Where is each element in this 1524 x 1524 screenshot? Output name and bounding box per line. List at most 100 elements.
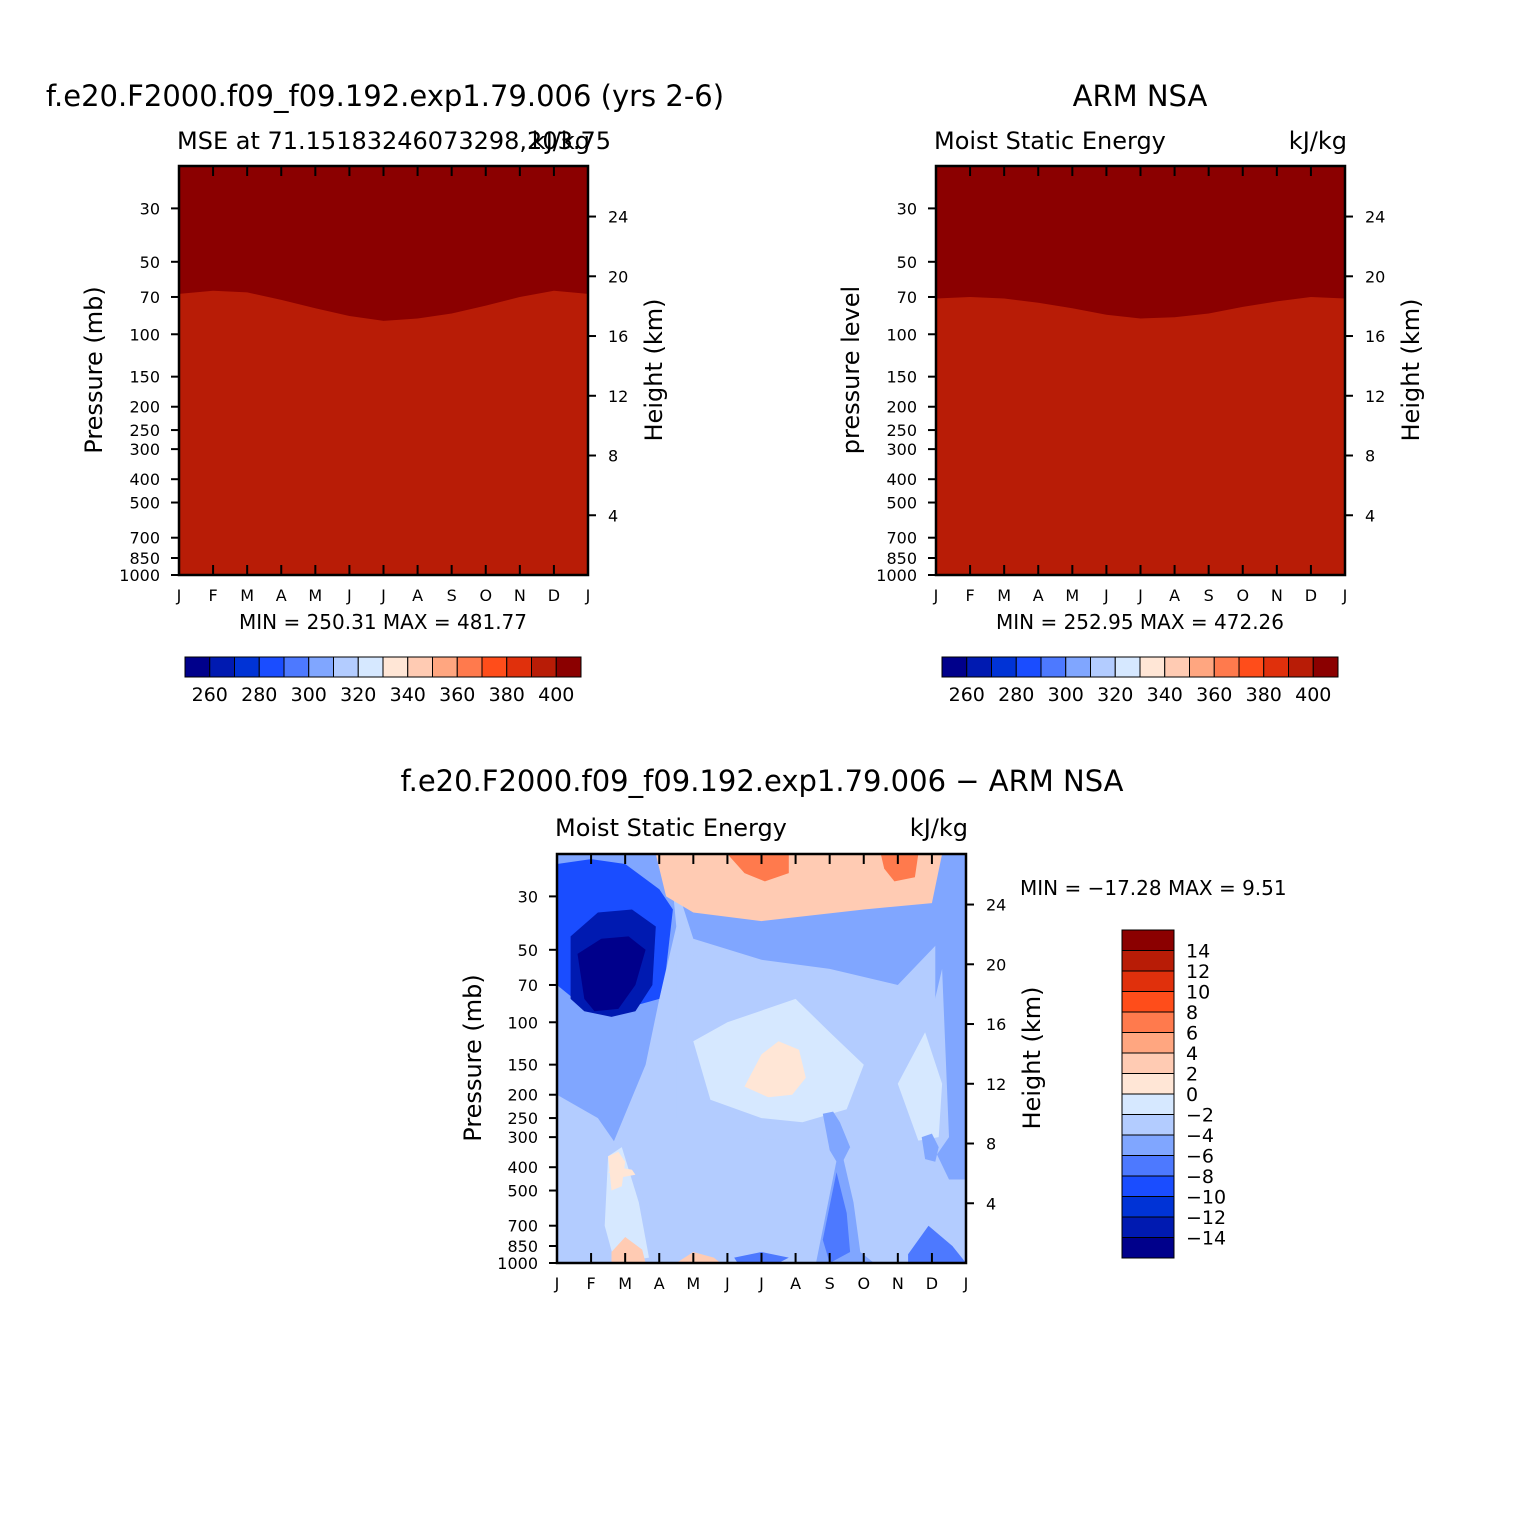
colorbar-swatch <box>258 656 285 678</box>
y-tick-label: 400 <box>129 470 160 489</box>
y-tick-right-label: 4 <box>608 506 618 525</box>
colorbar-swatch <box>234 656 260 678</box>
colorbar-label: 380 <box>1246 684 1282 706</box>
y-tick-right-label: 12 <box>986 1075 1006 1094</box>
panel-model-right-label: kJ/kg <box>532 127 590 155</box>
colorbar-swatch <box>1312 656 1339 678</box>
x-tick-label: N <box>514 586 526 605</box>
x-tick-label: J <box>1342 586 1348 605</box>
contour-band <box>577 936 646 1012</box>
x-tick-label: S <box>825 1274 835 1293</box>
y-tick-right-label: 8 <box>1365 447 1375 466</box>
x-tick-label: S <box>1204 586 1214 605</box>
colorbar-swatch <box>531 656 557 678</box>
x-tick-label: M <box>308 586 322 605</box>
colorbar-swatch <box>966 656 992 678</box>
colorbar-label: −14 <box>1186 1228 1226 1250</box>
x-tick-label: F <box>208 586 217 605</box>
colorbar-swatch <box>555 656 582 678</box>
x-tick-label: O <box>857 1274 870 1293</box>
y-tick-label: 30 <box>518 887 538 906</box>
colorbar-label: 4 <box>1186 1043 1198 1065</box>
y-tick-label: 100 <box>507 1013 538 1032</box>
x-tick-label: D <box>1305 586 1317 605</box>
x-tick-label: J <box>585 586 591 605</box>
y-tick-right-label: 20 <box>608 267 628 286</box>
colorbar-label: 280 <box>998 684 1034 706</box>
colorbar-label: 340 <box>1147 684 1183 706</box>
colorbar-swatch <box>1288 656 1314 678</box>
colorbar-swatch <box>283 656 310 678</box>
colorbar-swatch <box>184 656 211 678</box>
y-tick-right-label: 24 <box>1365 208 1385 227</box>
x-tick-label: J <box>380 586 386 605</box>
colorbar-swatch <box>1121 970 1175 992</box>
panel-model-left-label: MSE at 71.15183246073298,203.75 <box>177 127 611 155</box>
panel-obs-contours <box>936 166 1345 575</box>
y-tick-right-label: 24 <box>986 896 1006 915</box>
colorbar-label: 320 <box>1097 684 1133 706</box>
x-tick-label: A <box>1169 586 1180 605</box>
y-tick-right-label: 12 <box>1365 387 1385 406</box>
colorbar-swatch <box>357 656 384 678</box>
colorbar-label: −8 <box>1186 1166 1214 1188</box>
x-tick-label: O <box>479 586 492 605</box>
y-tick-label: 150 <box>507 1056 538 1075</box>
colorbar-label: 280 <box>241 684 277 706</box>
x-tick-label: M <box>240 586 254 605</box>
x-tick-label: N <box>892 1274 904 1293</box>
colorbar-label: 0 <box>1186 1084 1198 1106</box>
colorbar-swatch <box>481 656 508 678</box>
x-tick-label: N <box>1271 586 1283 605</box>
panel-obs-ylabel: pressure level <box>837 286 865 454</box>
colorbar-swatch <box>1114 656 1141 678</box>
y-tick-label: 500 <box>886 494 917 513</box>
y-tick-label: 70 <box>518 976 538 995</box>
colorbar-label: 300 <box>291 684 327 706</box>
y-tick-label: 200 <box>129 398 160 417</box>
panel-obs-colorbar: 260 280 300 320 340 360 380 400 <box>941 656 1339 706</box>
contour-band <box>822 1172 851 1263</box>
y-tick-label: 100 <box>129 325 160 344</box>
x-tick-label: M <box>997 586 1011 605</box>
colorbar-swatch <box>407 656 433 678</box>
x-tick-label: A <box>790 1274 801 1293</box>
colorbar-swatch <box>1121 929 1175 951</box>
panel-obs-left-label: Moist Static Energy <box>934 127 1166 155</box>
y-tick-label: 400 <box>886 470 917 489</box>
y-tick-right-label: 16 <box>986 1015 1006 1034</box>
colorbar-swatch <box>1121 1073 1175 1095</box>
y-tick-label: 250 <box>507 1109 538 1128</box>
colorbar-label: −2 <box>1186 1105 1214 1127</box>
x-tick-label: J <box>1137 586 1143 605</box>
colorbar-label: 260 <box>192 684 228 706</box>
panel-diff-title: f.e20.F2000.f09_f09.192.exp1.79.006 − AR… <box>401 764 1124 798</box>
contour-band <box>822 1111 851 1168</box>
contour-band <box>897 1032 943 1141</box>
colorbar-swatch <box>1238 656 1265 678</box>
y-tick-label: 500 <box>129 494 160 513</box>
colorbar-swatch <box>1121 1196 1175 1218</box>
y-tick-label: 250 <box>886 421 917 440</box>
contour-band <box>608 1167 636 1178</box>
colorbar-label: 400 <box>538 684 574 706</box>
y-tick-right-label: 8 <box>608 447 618 466</box>
contour-band <box>936 297 1345 575</box>
colorbar-swatch <box>1121 1052 1175 1074</box>
y-tick-right-label: 16 <box>1365 327 1385 346</box>
colorbar-swatch <box>1040 656 1067 678</box>
contour-band <box>727 854 789 882</box>
y-tick-right-label: 20 <box>986 955 1006 974</box>
x-tick-label: J <box>724 1274 730 1293</box>
y-tick-label: 1000 <box>119 566 160 585</box>
colorbar-swatch <box>1121 1011 1175 1033</box>
x-tick-label: J <box>346 586 352 605</box>
x-tick-label: A <box>412 586 423 605</box>
y-tick-label: 50 <box>140 253 160 272</box>
y-tick-label: 30 <box>140 199 160 218</box>
colorbar-swatch <box>1121 1155 1175 1177</box>
colorbar-swatch <box>1121 1032 1175 1054</box>
